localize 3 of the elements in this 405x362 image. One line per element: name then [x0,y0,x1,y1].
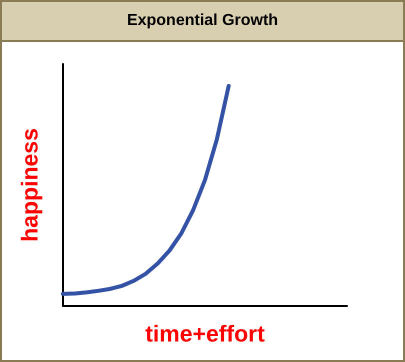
x-axis-title: time+effort [145,320,266,346]
y-axis-title: happiness [16,128,42,242]
chart-title: Exponential Growth [2,2,403,42]
